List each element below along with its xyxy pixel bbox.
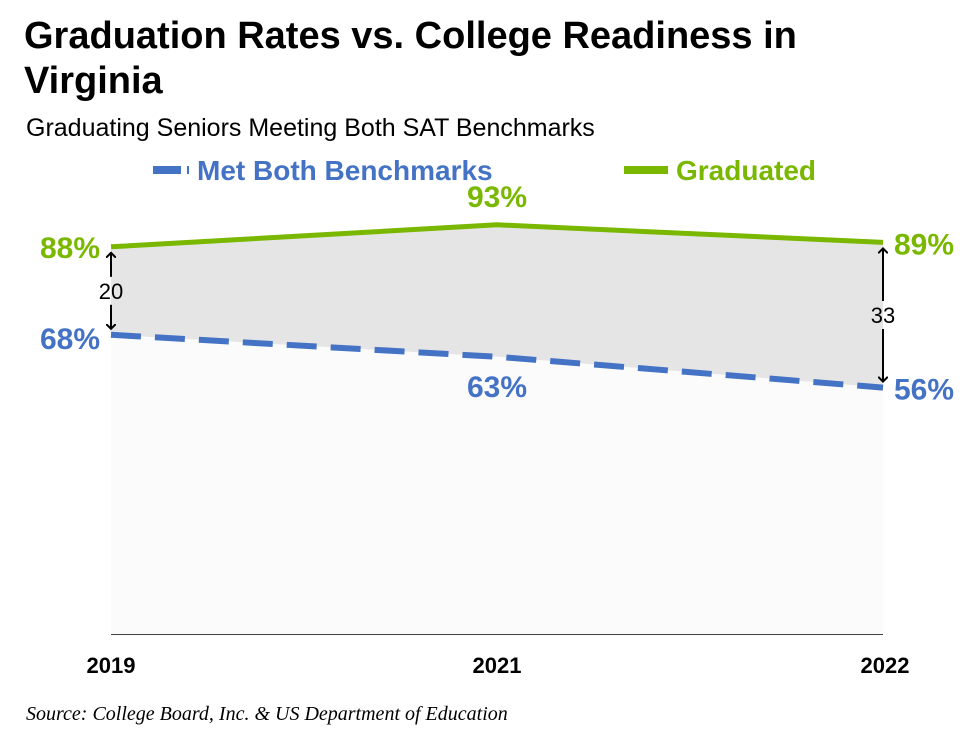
data-label-graduated: 88% [40,232,100,265]
legend-label-met-both-benchmarks: Met Both Benchmarks [197,155,493,186]
data-label-met-both-benchmarks: 68% [40,323,100,356]
gap-annotation-label: 20 [99,279,123,304]
chart-subtitle: Graduating Seniors Meeting Both SAT Benc… [26,114,595,142]
series-line-graduated [110,222,884,250]
x-tick-label: 2019 [87,653,136,678]
series-line-met-both-benchmarks [110,331,884,391]
chart-title: Graduation Rates vs. College Readiness i… [24,15,797,102]
legend-label-graduated: Graduated [676,155,816,186]
gap-annotation-label: 33 [871,303,895,328]
x-tick-label: 2022 [861,653,910,678]
x-tick-label: 2021 [473,653,522,678]
data-label-met-both-benchmarks: 56% [894,374,954,407]
source-note: Source: College Board, Inc. & US Departm… [26,703,508,725]
gap-area [111,224,883,388]
data-label-graduated: 93% [467,181,527,214]
plot-background [111,334,883,634]
data-label-met-both-benchmarks: 63% [467,371,527,404]
data-label-graduated: 89% [894,228,954,261]
